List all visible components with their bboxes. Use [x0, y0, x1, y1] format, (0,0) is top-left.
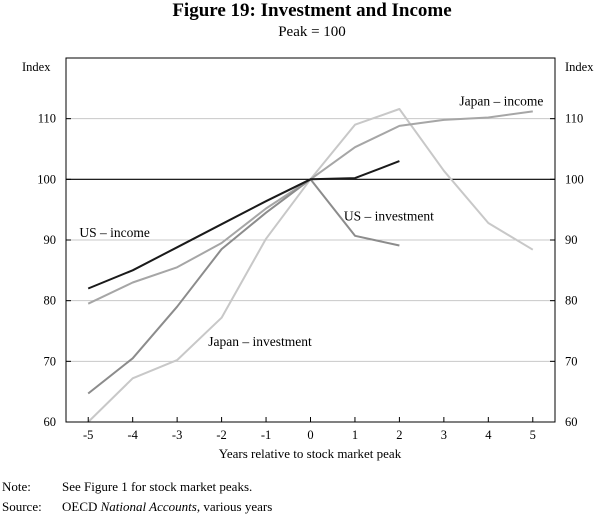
x-tick-label: -5	[83, 428, 93, 442]
x-tick-label: -1	[261, 428, 271, 442]
source-suffix: , various years	[197, 499, 272, 514]
y-axis-label-right: Index	[565, 60, 594, 74]
chart-title: Figure 19: Investment and Income	[172, 0, 451, 21]
x-tick-label: 0	[307, 428, 313, 442]
series-label-japan-income: Japan – income	[459, 93, 543, 108]
x-tick-label: -4	[127, 428, 138, 442]
series-line-us-income	[87, 160, 400, 290]
note-label: Note:	[2, 479, 31, 494]
series-line-us-investment	[87, 178, 400, 395]
source-label: Source:	[2, 499, 42, 514]
series-annotations: US – income US – investment Japan – income…	[79, 93, 543, 349]
axis-ticks: 60 60 70 70 80 80 90 90 100 100 110 110 -5 -4 -3 -2 -1 0 1…	[37, 112, 584, 442]
y-tick-label-right: 90	[565, 233, 578, 247]
x-tick-label: -3	[172, 428, 182, 442]
x-tick-label: 2	[396, 428, 402, 442]
y-tick-label-left: 70	[44, 354, 57, 368]
note-text: See Figure 1 for stock market peaks.	[62, 479, 252, 494]
x-tick-label: 4	[485, 428, 492, 442]
y-tick-label-right: 110	[565, 112, 583, 126]
series-line-japan-income	[87, 110, 533, 305]
source-text: OECD National Accounts, various years	[62, 499, 272, 514]
y-tick-label-left: 80	[44, 294, 57, 308]
y-tick-label-left: 110	[38, 112, 56, 126]
y-tick-label-left: 60	[44, 415, 57, 429]
series-label-us-income: US – income	[79, 225, 150, 240]
x-tick-label: 1	[352, 428, 358, 442]
y-tick-label-right: 100	[565, 172, 584, 186]
y-tick-label-right: 80	[565, 294, 578, 308]
source-prefix: OECD	[62, 499, 101, 514]
y-axis-label-left: Index	[22, 60, 51, 74]
series-label-japan-investment: Japan – investment	[208, 334, 312, 349]
series-line-japan-investment	[87, 108, 534, 423]
y-tick-label-right: 60	[565, 415, 578, 429]
x-tick-label: -2	[216, 428, 226, 442]
y-tick-label-left: 100	[37, 172, 56, 186]
x-tick-label: 5	[530, 428, 536, 442]
source-italic: National Accounts	[100, 499, 197, 514]
series-label-us-investment: US – investment	[344, 209, 434, 224]
series-lines	[87, 108, 534, 423]
y-tick-label-left: 90	[44, 233, 57, 247]
gridlines	[66, 118, 555, 362]
y-tick-label-right: 70	[565, 354, 578, 368]
x-axis-label: Years relative to stock market peak	[219, 446, 402, 461]
chart-subtitle: Peak = 100	[278, 24, 346, 40]
x-tick-label: 3	[441, 428, 447, 442]
